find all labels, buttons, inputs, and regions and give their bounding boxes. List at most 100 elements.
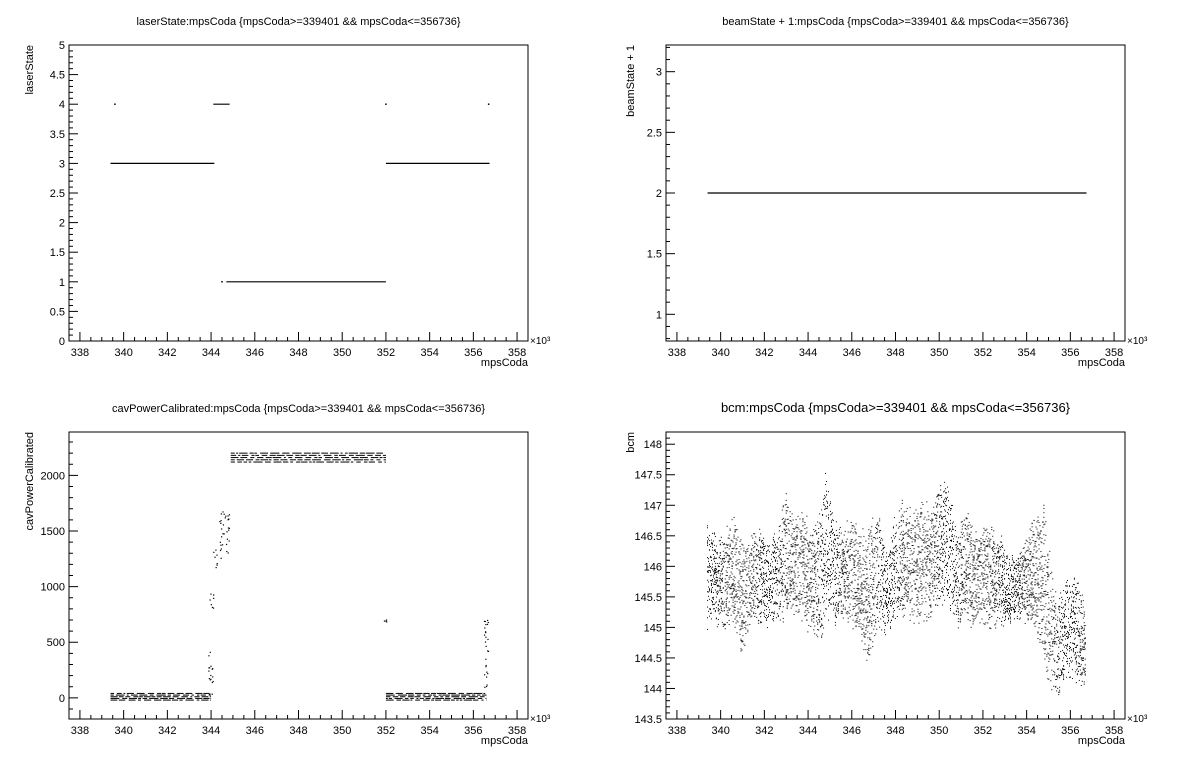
data-point — [801, 566, 803, 568]
data-point — [891, 540, 893, 542]
data-point — [928, 569, 930, 571]
data-point — [789, 580, 791, 582]
data-point — [867, 546, 869, 548]
data-point — [855, 554, 857, 556]
data-point — [899, 604, 901, 606]
data-point — [879, 530, 881, 532]
data-point — [780, 583, 782, 585]
data-point — [850, 542, 852, 544]
data-point — [937, 556, 939, 558]
data-point — [714, 565, 716, 567]
data-point — [876, 528, 878, 530]
data-point — [805, 533, 807, 535]
data-point — [929, 558, 931, 560]
data-point — [775, 557, 777, 559]
data-point — [832, 602, 834, 604]
data-point — [730, 571, 732, 573]
data-point — [875, 527, 877, 529]
data-point — [753, 611, 755, 613]
data-point — [858, 620, 860, 622]
data-point — [973, 577, 975, 579]
data-point — [749, 623, 751, 625]
y-tick-label: 4.5 — [50, 70, 65, 82]
data-point — [945, 492, 947, 494]
data-point — [772, 620, 774, 622]
data-point — [943, 524, 945, 526]
data-point — [727, 544, 729, 546]
data-point — [737, 586, 739, 588]
data-point — [799, 531, 801, 533]
data-point — [828, 558, 830, 560]
data-point — [770, 570, 772, 572]
data-point — [764, 583, 766, 585]
data-point — [873, 578, 875, 580]
data-point — [973, 556, 975, 558]
data-point — [763, 573, 765, 575]
data-point — [877, 554, 879, 556]
data-point — [976, 558, 978, 560]
data-point — [733, 606, 735, 608]
data-point — [962, 557, 964, 559]
data-point — [856, 542, 858, 544]
data-point — [732, 556, 734, 558]
data-point — [734, 618, 736, 620]
data-point — [885, 590, 887, 592]
data-point — [884, 568, 886, 570]
data-point — [722, 587, 724, 589]
data-point — [947, 541, 949, 543]
data-point — [803, 551, 805, 553]
data-point — [708, 615, 710, 617]
data-point — [791, 545, 793, 547]
data-point — [732, 562, 734, 564]
data-point — [757, 545, 759, 547]
data-point — [801, 597, 803, 599]
data-point — [956, 607, 958, 609]
data-point — [742, 621, 744, 623]
data-point — [799, 592, 801, 594]
data-point — [917, 523, 919, 525]
data-point — [920, 552, 922, 554]
data-point — [711, 600, 713, 602]
data-point — [779, 619, 781, 621]
data-point — [891, 584, 893, 586]
data-point — [830, 550, 832, 552]
data-point — [947, 580, 949, 582]
data-point — [959, 618, 961, 620]
data-point — [822, 580, 824, 582]
data-point — [811, 558, 813, 560]
data-point — [726, 547, 728, 549]
data-point — [967, 557, 969, 559]
data-point — [840, 591, 842, 593]
data-point — [975, 584, 977, 586]
data-point — [732, 584, 734, 586]
data-point — [751, 535, 753, 537]
data-point — [914, 538, 916, 540]
data-point — [942, 518, 944, 520]
data-point — [757, 597, 759, 599]
data-point — [753, 613, 755, 615]
y-tick-label: 1.5 — [647, 249, 662, 261]
data-point — [863, 649, 865, 651]
data-point — [975, 594, 977, 596]
data-point — [876, 546, 878, 548]
data-point — [958, 549, 960, 551]
data-point — [904, 588, 906, 590]
data-point — [780, 549, 782, 551]
data-point — [866, 550, 868, 552]
data-point — [731, 593, 733, 595]
data-point — [818, 527, 820, 529]
data-point — [841, 570, 843, 572]
data-point — [804, 615, 806, 617]
data-point — [902, 520, 904, 522]
data-point — [889, 589, 891, 591]
data-point — [845, 563, 847, 565]
data-point — [788, 592, 790, 594]
data-point — [774, 543, 776, 545]
data-point — [745, 597, 747, 599]
data-point — [800, 532, 802, 534]
data-point — [984, 541, 986, 543]
data-point — [836, 565, 838, 567]
data-point — [843, 578, 845, 580]
data-point — [732, 611, 734, 613]
data-point — [865, 627, 867, 629]
